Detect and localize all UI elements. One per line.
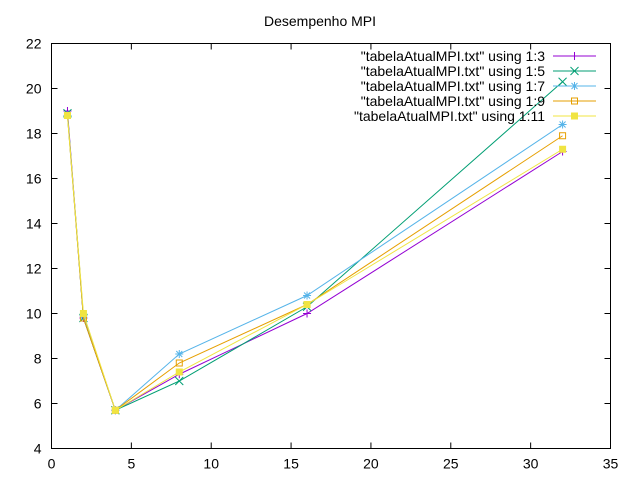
x-tick-label: 5	[127, 456, 135, 472]
legend-item: "tabelaAtualMPI.txt" using 1:7	[361, 78, 596, 94]
data-point	[558, 120, 567, 129]
legend-item: "tabelaAtualMPI.txt" using 1:3	[361, 48, 596, 64]
data-point	[559, 132, 567, 140]
legend-label: "tabelaAtualMPI.txt" using 1:9	[361, 93, 545, 109]
axis-ticks: 0 5 10 15 20 25 30 35 4 6 8 10 12 14 16 18 20 22	[26, 36, 619, 472]
legend-label: "tabelaAtualMPI.txt" using 1:3	[361, 48, 545, 64]
data-point	[303, 291, 312, 300]
legend-item: "tabelaAtualMPI.txt" using 1:9	[361, 93, 596, 109]
series-line	[66, 110, 563, 411]
x-tick-label: 15	[283, 456, 299, 472]
y-tick-label: 18	[26, 126, 42, 142]
y-tick-label: 4	[34, 441, 42, 457]
y-tick-label: 10	[26, 306, 42, 322]
legend-marker	[570, 52, 579, 60]
y-tick-label: 8	[34, 351, 42, 367]
y-tick-label: 14	[26, 216, 42, 232]
x-tick-label: 20	[363, 456, 379, 472]
x-tick-label: 0	[48, 456, 56, 472]
data-point	[559, 145, 567, 153]
legend-label: "tabelaAtualMPI.txt" using 1:11	[354, 108, 545, 124]
series-line	[66, 115, 563, 412]
y-tick-label: 22	[26, 36, 42, 52]
y-tick-label: 16	[26, 171, 42, 187]
x-tick-label: 35	[603, 456, 619, 472]
legend-label: "tabelaAtualMPI.txt" using 1:5	[361, 63, 545, 79]
data-point	[111, 406, 119, 414]
legend: "tabelaAtualMPI.txt" using 1:3"tabelaAtu…	[354, 48, 596, 124]
data-point	[175, 359, 183, 367]
legend-marker	[570, 82, 579, 90]
legend-item: "tabelaAtualMPI.txt" using 1:5	[361, 63, 596, 79]
legend-marker	[571, 97, 578, 105]
series-1	[63, 107, 567, 415]
y-tick-label: 20	[26, 81, 42, 97]
data-point	[63, 112, 71, 119]
data-point	[174, 376, 184, 386]
data-point	[558, 77, 567, 87]
x-tick-label: 10	[203, 456, 219, 472]
data-point	[175, 350, 184, 358]
data-point	[175, 368, 183, 376]
x-tick-label: 30	[523, 456, 539, 472]
series-4	[63, 112, 567, 414]
legend-marker	[570, 66, 579, 76]
legend-label: "tabelaAtualMPI.txt" using 1:7	[361, 78, 545, 94]
chart-title: Desempenho MPI	[264, 13, 376, 29]
data-point	[79, 310, 87, 317]
series-2	[63, 77, 567, 415]
series-line	[66, 115, 563, 411]
legend-marker	[571, 112, 578, 120]
series-3	[63, 111, 567, 415]
data-point	[303, 309, 312, 318]
series-line	[66, 115, 563, 412]
y-tick-label: 6	[34, 396, 42, 412]
series-layer	[63, 77, 567, 415]
plot-frame	[51, 43, 611, 449]
legend-item: "tabelaAtualMPI.txt" using 1:11	[354, 108, 596, 124]
x-tick-label: 25	[443, 456, 459, 472]
y-tick-label: 12	[26, 261, 42, 277]
series-line	[66, 81, 563, 411]
data-point	[303, 301, 311, 308]
series-5	[63, 112, 567, 414]
